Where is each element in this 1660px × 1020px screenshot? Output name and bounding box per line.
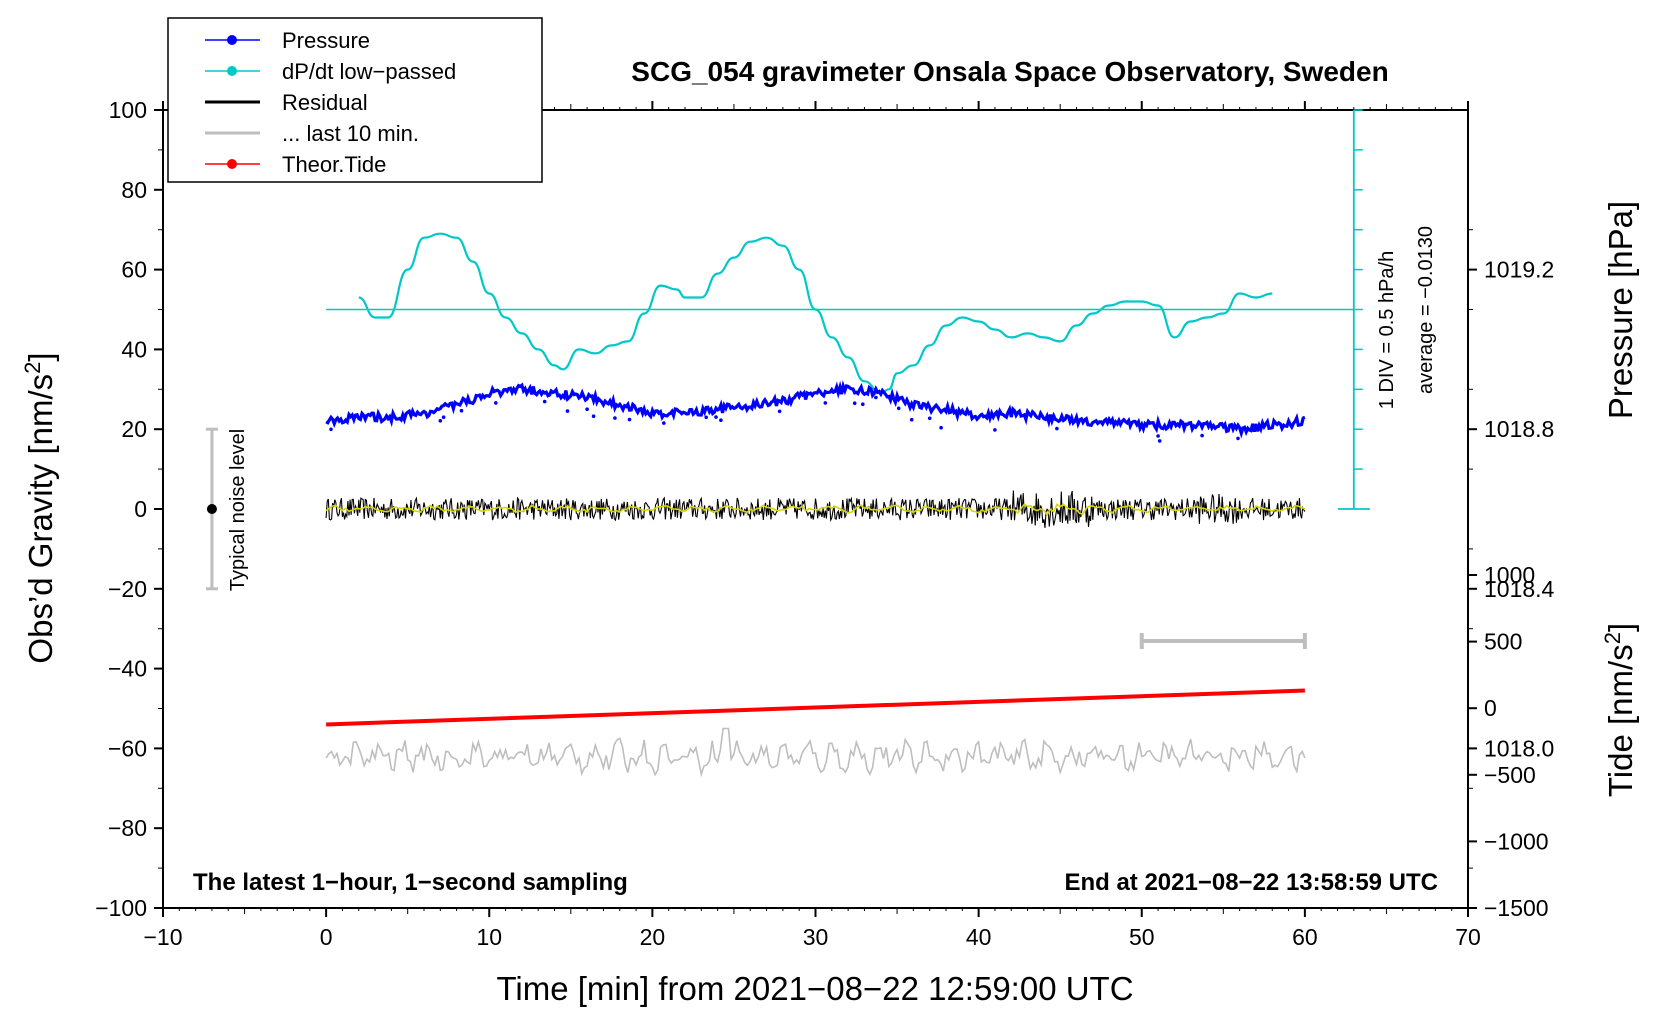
legend-marker [227,35,237,45]
x-tick-label: 20 [640,924,666,950]
tide-tick-label: 1000 [1484,562,1535,588]
y-tick-label: −80 [108,815,147,841]
pressure-point [927,416,932,421]
series-layer [325,232,1354,778]
legend-label: dP/dt low−passed [282,59,456,84]
legend-box [167,17,543,183]
y-tick-label: 20 [121,416,147,442]
y-tick-label: 100 [109,97,147,123]
pressure-point [909,417,914,422]
y-axis-title-left: Obs’d Gravity [nm/s2] [20,352,59,663]
pressure-point [1055,426,1059,431]
tide-tick-label: −1000 [1484,828,1549,854]
tide-tick-label: 0 [1484,695,1497,721]
pressure-point [777,409,782,414]
pressure-point [565,409,570,413]
last-10-min-bar [1139,633,1307,649]
tide-tick-label: −500 [1484,762,1536,788]
x-tick-label: −10 [143,924,182,950]
pressure-point [438,419,443,423]
x-tick-label: 30 [803,924,829,950]
noise-indicator [205,427,218,591]
noise-center-dot [206,504,217,514]
y-tick-label: 60 [121,257,147,283]
residual-smoothed-line [325,503,1306,517]
pressure-point [494,401,498,405]
pressure-point [459,408,464,413]
x-axis-title: Time [min] from 2021−08−22 12:59:00 UTC [496,970,1133,1007]
x-tick-label: 40 [966,924,992,950]
pressure-tick-label: 1018.4 [1484,576,1555,602]
pressure-point [861,402,865,407]
pressure-tick-label: 1019.2 [1484,257,1554,283]
div-label: 1 DIV = 0.5 hPa/h [1376,251,1398,409]
pressure-point [441,415,446,420]
legend-label: Theor.Tide [282,152,386,177]
pressure-point [662,421,666,425]
y-tick-label: −60 [108,735,147,761]
pressure-point [591,414,596,419]
y-tick-label: −100 [95,895,147,921]
pressure-point [993,428,997,432]
pressure-point [329,427,333,432]
y-tick-label: 40 [121,336,147,362]
pressure-point [823,401,828,405]
average-label: average = −0.0130 [1415,226,1437,394]
legend-marker [227,66,237,76]
pressure-point [852,401,857,406]
legend: Pressure dP/dt low−passed Residual ... last… [205,28,456,177]
pressure-point [719,418,723,423]
pressure-point [874,395,878,400]
x-tick-label: 60 [1292,924,1318,950]
tide-tick-label: 500 [1484,629,1522,655]
legend-label: Residual [282,90,368,115]
noise-label: Typical noise level [227,429,249,591]
pressure-point [1200,433,1204,438]
y-axis-title-tide-end: ] [1602,623,1639,632]
last-10-min-line [325,727,1306,778]
end-time-note: End at 2021−08−22 13:58:59 UTC [1064,869,1438,896]
y-axis-title-left-main: Obs’d Gravity [nm/s [22,374,59,664]
y-tick-label: −20 [108,576,147,602]
pressure-line [325,380,1306,439]
pressure-tick-label: 1018.8 [1484,416,1554,442]
x-tick-label: 70 [1455,924,1481,950]
y-tick-label: −40 [108,656,147,682]
legend-label: Pressure [282,28,370,53]
theor-tide-line [326,688,1305,727]
dpdt-line [358,232,1273,395]
tide-tick-label: −1500 [1484,895,1549,921]
sampling-note: The latest 1−hour, 1−second sampling [193,869,628,896]
y-axis-title-left-sup: 2 [20,362,45,374]
x-tick-label: 50 [1129,924,1155,950]
pressure-point [1236,436,1240,441]
y-axis-title-tide: Tide [nm/s2] [1600,623,1639,797]
pressure-point [542,399,547,404]
pressure-point [714,415,718,419]
pressure-point [896,406,901,411]
axis-ticks: −10 0 10 20 30 40 50 60 70−100−80−60−40−20020406… [95,97,1554,950]
chart-title: SCG_054 gravimeter Onsala Space Observat… [631,56,1388,87]
pressure-point [939,425,943,430]
div-scale [1337,109,1370,510]
x-tick-label: 10 [476,924,502,950]
pressure-tick-label: 1018.0 [1484,735,1554,761]
pressure-point [1156,434,1160,438]
pressure-point [1157,439,1162,443]
y-axis-title-tide-sup: 2 [1600,632,1625,644]
pressure-point [704,415,708,420]
pressure-point [585,407,589,412]
pressure-point [613,416,617,420]
y-axis-title-left-end: ] [22,352,59,361]
x-tick-label: 0 [320,924,333,950]
legend-label: ... last 10 min. [282,121,419,146]
y-tick-label: 80 [121,177,147,203]
y-axis-title-tide-main: Tide [nm/s [1602,644,1639,797]
legend-marker [227,159,237,169]
y-axis-title-pressure: Pressure [hPa] [1602,201,1639,419]
pressure-point [627,417,632,422]
y-tick-label: 0 [134,496,147,522]
